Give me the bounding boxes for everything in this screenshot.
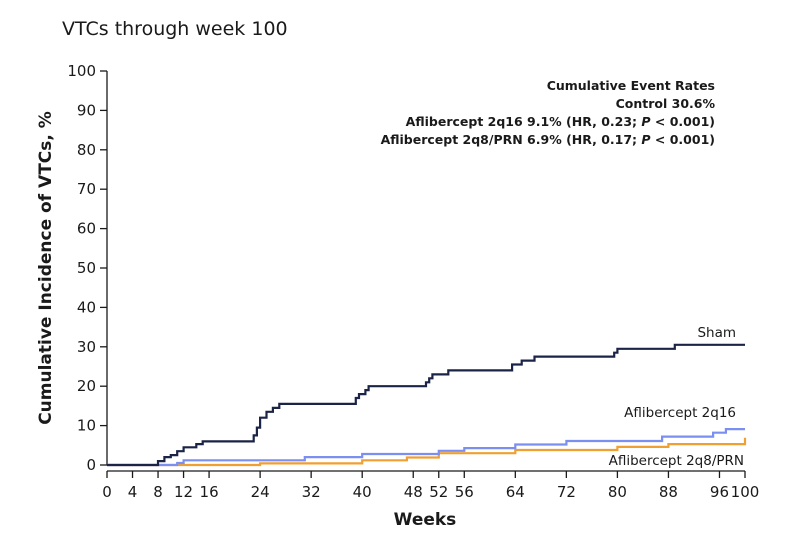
x-tick-label: 100 xyxy=(731,483,760,501)
x-tick-label: 12 xyxy=(174,483,193,501)
x-tick-label: 64 xyxy=(506,483,525,501)
y-tick-label: 40 xyxy=(77,298,96,316)
y-axis-title: Cumulative Incidence of VTCs, % xyxy=(36,111,56,425)
x-tick-label: 52 xyxy=(429,483,448,501)
y-tick-label: 20 xyxy=(77,377,96,395)
y-tick-label: 60 xyxy=(77,220,96,238)
annotation-line-2q16: Aflibercept 2q16 9.1% (HR, 0.23; P < 0.0… xyxy=(406,114,715,129)
series-label-sham: Sham xyxy=(697,325,736,341)
x-tick-label: 8 xyxy=(153,483,163,501)
x-axis: 0 4 8 12 16 24 32 40 48 52 56 64 72 80 88 96 100 xyxy=(102,470,760,501)
chart-title: VTCs through week 100 xyxy=(62,18,288,40)
x-tick-label: 32 xyxy=(302,483,321,501)
x-tick-label: 16 xyxy=(200,483,219,501)
x-tick-label: 4 xyxy=(128,483,138,501)
x-tick-label: 72 xyxy=(557,483,576,501)
x-axis-title: Weeks xyxy=(394,510,457,530)
annotation-heading: Cumulative Event Rates xyxy=(547,78,715,93)
series-line-sham xyxy=(107,343,745,467)
y-tick-label: 80 xyxy=(77,141,96,159)
x-tick-label: 88 xyxy=(659,483,678,501)
x-tick-label: 40 xyxy=(353,483,372,501)
series-label-aflibercept-2q8-prn: Aflibercept 2q8/PRN xyxy=(609,453,744,469)
annotation-line-control: Control 30.6% xyxy=(616,96,716,111)
x-tick-label: 56 xyxy=(455,483,474,501)
x-tick-label: 80 xyxy=(608,483,627,501)
y-tick-label: 30 xyxy=(77,338,96,356)
y-tick-label: 100 xyxy=(67,62,96,80)
x-tick-label: 48 xyxy=(404,483,423,501)
y-tick-label: 0 xyxy=(86,456,96,474)
series-label-aflibercept-2q16: Aflibercept 2q16 xyxy=(624,405,736,421)
series-line-aflibercept-2q16 xyxy=(107,428,745,467)
annotation-line-2q8: Aflibercept 2q8/PRN 6.9% (HR, 0.17; P < … xyxy=(381,132,715,147)
y-tick-label: 50 xyxy=(77,259,96,277)
x-tick-label: 24 xyxy=(251,483,270,501)
event-rates-annotation: Cumulative Event Rates Control 30.6% Afl… xyxy=(381,78,716,147)
y-tick-label: 10 xyxy=(77,417,96,435)
y-axis: 0 10 20 30 40 50 60 70 80 90 100 xyxy=(67,62,108,474)
x-tick-label: 96 xyxy=(710,483,729,501)
x-tick-label: 0 xyxy=(102,483,112,501)
y-tick-label: 70 xyxy=(77,180,96,198)
y-tick-label: 90 xyxy=(77,101,96,119)
series-layer xyxy=(107,343,747,467)
